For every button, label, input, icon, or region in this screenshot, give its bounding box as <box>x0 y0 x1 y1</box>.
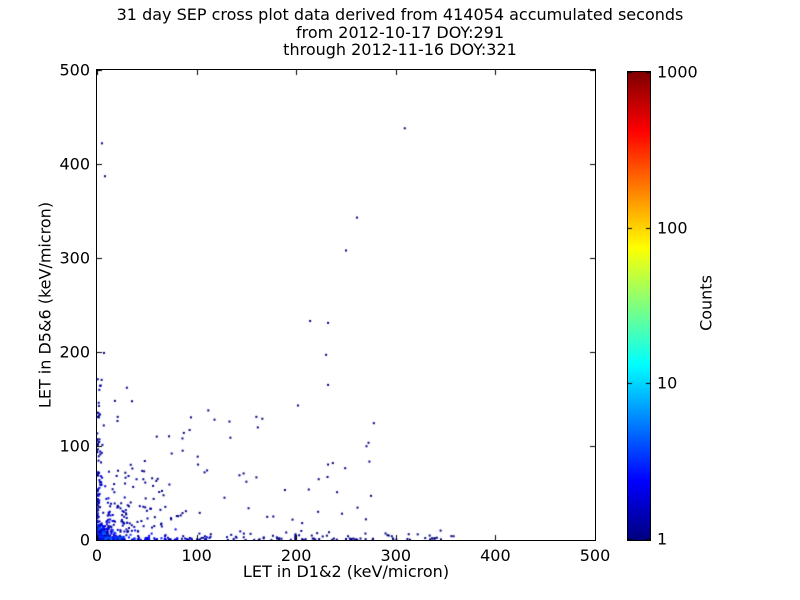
x-tick-label: 0 <box>91 546 103 565</box>
plot-area <box>96 69 596 541</box>
scatter-points-canvas <box>97 70 595 540</box>
y-tick-label: 500 <box>59 60 90 80</box>
y-tick-label: 200 <box>59 342 90 362</box>
colorbar-label: Counts <box>696 275 716 331</box>
colorbar-canvas <box>628 72 650 540</box>
x-tick-label: 500 <box>579 546 611 565</box>
colorbar-tick-label: 100 <box>657 218 688 237</box>
colorbar <box>627 71 651 541</box>
y-tick-label: 100 <box>59 436 90 456</box>
colorbar-tick-label: 10 <box>657 373 678 392</box>
x-tick-label: 300 <box>380 546 412 565</box>
x-tick-label: 400 <box>480 546 511 565</box>
chart-title: 31 day SEP cross plot data derived from … <box>116 5 684 24</box>
x-tick-label: 100 <box>181 546 212 565</box>
y-tick-label: 300 <box>59 248 90 268</box>
x-tick-label: 200 <box>280 546 312 565</box>
x-axis-label: LET in D1&2 (keV/micron) <box>242 562 450 581</box>
colorbar-tick-label: 1000 <box>657 62 698 81</box>
chart-subtitle-through: through 2012-11-16 DOY:321 <box>283 40 517 59</box>
y-tick-label: 0 <box>79 530 90 550</box>
y-tick-label: 400 <box>59 154 90 174</box>
colorbar-tick-label: 1 <box>657 529 668 548</box>
chart-subtitle-from: from 2012-10-17 DOY:291 <box>295 23 504 42</box>
y-axis-label: LET in D5&6 (keV/micron) <box>35 201 55 409</box>
